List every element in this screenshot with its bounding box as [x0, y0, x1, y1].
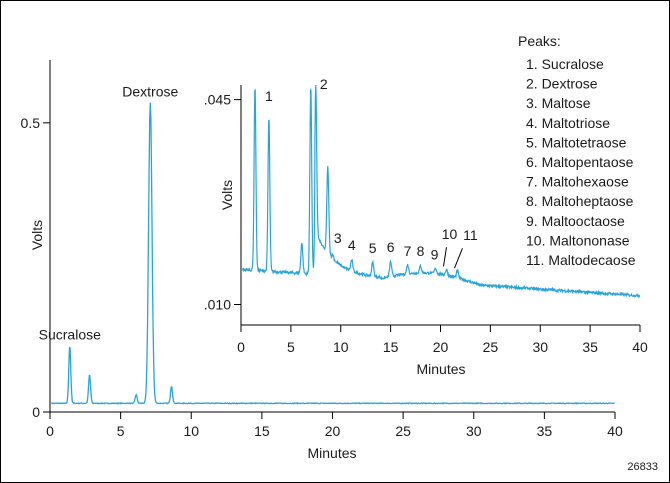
- inset-x-tick-label: 10: [333, 339, 349, 355]
- inset-x-tick-label: 5: [287, 339, 295, 355]
- inset-peak-label: 6: [387, 239, 395, 255]
- main-x-tick-label: 40: [607, 423, 623, 439]
- legend-item: 4. Maltotriose: [526, 115, 610, 131]
- main-x-tick-label: 15: [254, 423, 270, 439]
- inset-leader-lines: [442, 247, 463, 269]
- inset-peak-label: 11: [463, 227, 478, 243]
- inset-peak-label: 3: [334, 230, 342, 246]
- main-x-tick-label: 5: [117, 423, 125, 439]
- inset-y-axis-label: Volts: [219, 180, 235, 210]
- legend-item: 1. Sucralose: [526, 56, 604, 72]
- inset-leader-line: [454, 248, 463, 269]
- legend-item: 2. Dextrose: [526, 76, 598, 92]
- legend-item: 8. Maltoheptaose: [526, 193, 634, 209]
- main-x-tick-label: 30: [466, 423, 482, 439]
- inset-x-tick-label: 30: [532, 339, 548, 355]
- inset-peak-label: 1: [265, 88, 273, 104]
- main-peak-annotation: Dextrose: [122, 84, 178, 100]
- main-peak-annotation: Sucralose: [39, 326, 101, 342]
- main-annotations: Sucralose Dextrose: [39, 84, 179, 343]
- inset-x-tick-label: 25: [483, 339, 499, 355]
- main-x-tick-label: 0: [46, 423, 54, 439]
- main-x-axis-label: Minutes: [307, 445, 356, 461]
- legend-items: 1. Sucralose 2. Dextrose 3. Maltose 4. Malt…: [526, 56, 636, 268]
- main-chart: 0 5 10 15 20 25 30 35 40 00.5 Minutes Volts Sucr…: [21, 60, 623, 461]
- main-x-tick-label: 20: [325, 423, 341, 439]
- legend-item: 7. Maltohexaose: [526, 174, 629, 190]
- main-x-ticks: 0 5 10 15 20 25 30 35 40: [46, 412, 623, 439]
- inset-x-axis-label: Minutes: [416, 361, 465, 377]
- inset-peak-label: 5: [369, 240, 377, 256]
- figure-id: 26833: [627, 461, 658, 473]
- inset-leader-line: [442, 247, 447, 267]
- legend-item: 9. Maltooctaose: [526, 213, 625, 229]
- inset-y-tick-label: .010: [204, 297, 231, 313]
- main-x-tick-label: 25: [395, 423, 411, 439]
- inset-x-tick-label: 40: [632, 339, 648, 355]
- inset-chart: 0 5 10 15 20 25 30 35 40 .010.045 123 4 5 6 7 8 910 11 …: [204, 76, 648, 377]
- inset-peak-label: 4: [348, 237, 356, 253]
- inset-peak-label: 10: [442, 226, 458, 242]
- legend-item: 3. Maltose: [526, 95, 591, 111]
- main-y-tick-label: 0: [32, 404, 40, 420]
- main-y-ticks: 00.5: [21, 115, 50, 420]
- inset-trace: [241, 84, 641, 299]
- inset-y-tick-label: .045: [204, 92, 231, 108]
- legend-title: Peaks:: [518, 33, 561, 49]
- inset-x-tick-label: 20: [433, 339, 449, 355]
- legend-item: 5. Maltotetraose: [526, 134, 627, 150]
- inset-x-tick-label: 0: [237, 339, 245, 355]
- main-y-tick-label: 0.5: [21, 115, 41, 131]
- inset-x-ticks: 0 5 10 15 20 25 30 35 40: [237, 325, 648, 355]
- inset-peak-label: 8: [417, 243, 425, 259]
- peaks-legend: Peaks: 1. Sucralose 2. Dextrose 3. Maltose…: [518, 33, 636, 268]
- main-x-tick-label: 10: [183, 423, 199, 439]
- inset-y-ticks: .010 .045: [204, 92, 241, 313]
- inset-peak-label: 7: [404, 243, 412, 259]
- legend-item: 10. Maltononase: [526, 232, 630, 248]
- main-x-tick-label: 35: [537, 423, 553, 439]
- legend-item: 11. Maltodecaose: [526, 252, 636, 268]
- main-trace: [50, 102, 615, 405]
- inset-peak-label: 2: [320, 76, 328, 92]
- inset-peak-labels: 1 2 3 4 5 6 7 8 910 11: [265, 76, 478, 262]
- main-y-axis-label: Volts: [29, 220, 45, 250]
- legend-item: 6. Maltopentaose: [526, 154, 634, 170]
- inset-x-tick-label: 35: [582, 339, 598, 355]
- inset-peak-label: 9: [431, 246, 439, 262]
- inset-x-tick-label: 15: [383, 339, 399, 355]
